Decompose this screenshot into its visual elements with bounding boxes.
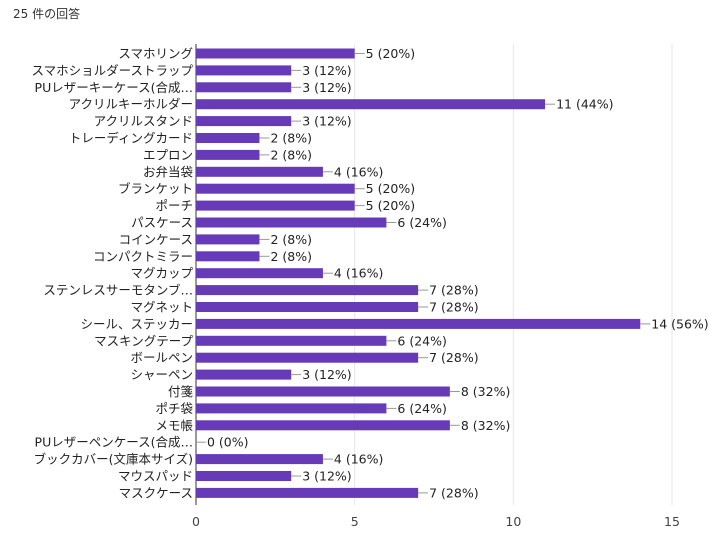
category-label: ステンレスサーモタンブ… (43, 283, 193, 298)
category-label: マグカップ (130, 266, 193, 281)
category-label: トレーディングカード (69, 131, 193, 146)
value-label: 5 (20%) (366, 198, 415, 213)
bar (196, 454, 323, 465)
value-label: 6 (24%) (397, 215, 446, 230)
value-label: 7 (28%) (429, 283, 478, 298)
category-label: アクリルスタンド (94, 114, 193, 129)
value-label: 7 (28%) (429, 485, 478, 500)
value-label: 3 (12%) (302, 114, 351, 129)
value-label: 3 (12%) (302, 80, 351, 95)
value-label: 6 (24%) (397, 333, 446, 348)
value-label: 5 (20%) (366, 181, 415, 196)
category-label: シール、ステッカー (80, 316, 193, 331)
value-label: 3 (12%) (302, 63, 351, 78)
category-label: エプロン (143, 147, 193, 162)
category-label: スマホショルダーストラップ (31, 63, 193, 78)
bar (196, 166, 323, 177)
value-label: 2 (8%) (270, 249, 312, 264)
value-label: 2 (8%) (270, 147, 312, 162)
category-label: お弁当袋 (143, 164, 194, 179)
value-label: 2 (8%) (270, 131, 312, 146)
category-label: スマホリング (118, 46, 193, 61)
value-label: 3 (12%) (302, 469, 351, 484)
value-label: 0 (0%) (207, 435, 249, 450)
value-label: 4 (16%) (334, 266, 383, 281)
bar (196, 471, 292, 481)
value-label: 11 (44%) (556, 97, 613, 112)
category-label: アクリルキーホルダー (69, 97, 193, 112)
category-label: シャーペン (130, 367, 193, 382)
bar (196, 335, 387, 346)
category-label: コンパクトミラー (93, 249, 193, 264)
bar (196, 251, 260, 262)
response-count: 25 件の回答 (13, 7, 81, 21)
bar (196, 133, 260, 143)
bar (196, 369, 292, 380)
labels: 0 5 10 15 スマホリング 5 (20%) スマホショルダーストラップ 3 (12%) P… (31, 46, 708, 529)
category-label: コインケース (119, 232, 193, 247)
value-label: 5 (20%) (366, 46, 415, 61)
bar (196, 82, 292, 93)
category-label: マグネット (130, 300, 193, 315)
bar (196, 116, 292, 127)
x-tick-label: 15 (664, 514, 680, 529)
bar (196, 99, 546, 110)
value-label: 3 (12%) (302, 367, 351, 382)
value-label: 4 (16%) (334, 452, 383, 467)
category-label: メモ帳 (155, 418, 193, 433)
category-label: ブックカバー(文庫本サイズ) (34, 452, 193, 467)
bar (196, 200, 355, 211)
category-label: パスケース (131, 215, 193, 230)
category-label: ブランケット (118, 181, 193, 196)
bar (196, 318, 641, 329)
bar (196, 285, 419, 296)
bar (196, 183, 355, 194)
category-label: PUレザーペンケース(合成… (35, 435, 193, 450)
bar (196, 217, 387, 228)
bar (196, 487, 419, 498)
value-label: 2 (8%) (270, 232, 312, 247)
bar (196, 352, 419, 363)
value-label: 4 (16%) (334, 164, 383, 179)
category-label: ポーチ (155, 198, 193, 213)
value-label: 7 (28%) (429, 300, 478, 315)
value-label: 8 (32%) (461, 418, 510, 433)
bar (196, 386, 450, 397)
bars (196, 48, 651, 498)
category-label: マスキングテープ (94, 333, 193, 348)
bar (196, 420, 450, 431)
value-label: 14 (56%) (651, 316, 708, 331)
value-label: 8 (32%) (461, 384, 510, 399)
bar (196, 149, 260, 160)
bar (196, 48, 355, 59)
x-tick-label: 10 (505, 514, 521, 529)
bar (196, 65, 292, 76)
category-label: マウスパッド (118, 469, 193, 484)
category-label: ボールペン (130, 350, 193, 365)
bar (196, 268, 323, 279)
bar (196, 234, 260, 245)
category-label: 付箋 (168, 384, 193, 399)
category-label: ポチ袋 (155, 401, 193, 416)
bar (196, 302, 419, 312)
category-label: マスクケース (119, 485, 193, 500)
value-label: 6 (24%) (397, 401, 446, 416)
x-tick-label: 5 (351, 514, 359, 529)
value-label: 7 (28%) (429, 350, 478, 365)
bar (196, 403, 387, 414)
category-label: PUレザーキーケース(合成… (35, 80, 193, 95)
x-tick-label: 0 (192, 514, 200, 529)
